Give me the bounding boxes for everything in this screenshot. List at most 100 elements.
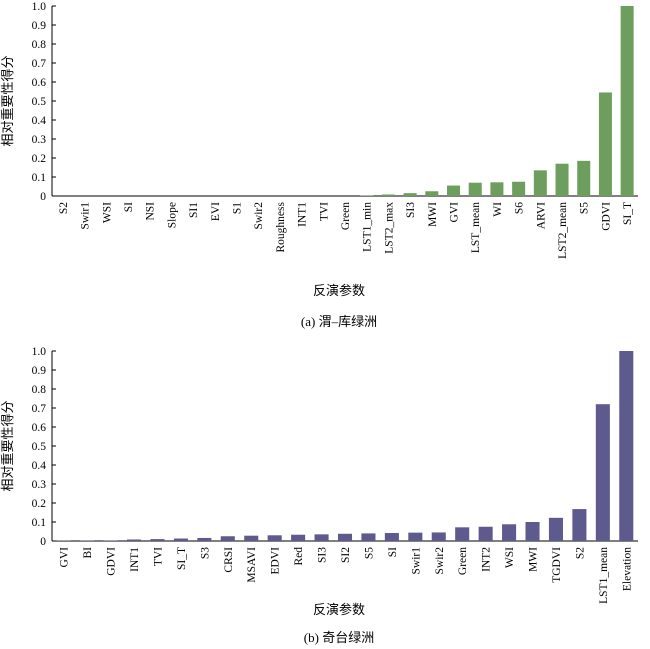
bar <box>337 533 353 541</box>
x-tick-label: SI_T <box>622 202 634 225</box>
x-tick-label: S5 <box>579 202 591 214</box>
x-tick-label: S5 <box>363 547 375 559</box>
bar <box>620 6 634 196</box>
bar <box>381 194 395 196</box>
y-tick-label: 0.7 <box>32 403 47 415</box>
x-tick-label: WI <box>492 202 504 217</box>
bar <box>455 527 470 541</box>
chart-b-qitai-oasis: 0 0.1 0.2 0.3 0.4 0.5 0.6 0.7 0.8 0.9 1.0 GVI BI GDVI… <box>0 346 638 645</box>
x-tick-label: Green <box>340 202 352 230</box>
x-tick-label: Swir1 <box>410 547 422 575</box>
x-tick-label: S1 <box>231 202 243 214</box>
chart-caption: (a) 渭–库绿洲 <box>301 314 377 329</box>
x-tick-label: GVI <box>59 547 71 568</box>
y-tick-label: 1.0 <box>32 346 47 358</box>
y-tick-label: 0.2 <box>32 153 47 165</box>
bar <box>595 404 610 541</box>
x-tick-label: INT1 <box>129 547 141 572</box>
y-tick-label: 0.3 <box>32 479 47 491</box>
x-tick-label: SI1 <box>188 202 200 218</box>
chart-caption: (b) 奇台绿洲 <box>304 630 374 645</box>
x-tick-label: LST2_max <box>383 202 395 254</box>
x-tick-label: Elevation <box>621 547 633 591</box>
x-tick-label: WSI <box>101 202 113 223</box>
x-tick-label: Swir2 <box>253 202 265 230</box>
x-tick-label: EDVI <box>270 547 282 575</box>
x-tick-label: BI <box>82 547 94 559</box>
x-tick-label: TVI <box>152 547 164 566</box>
y-tick-label: 0.8 <box>32 39 47 51</box>
x-tick-label: Slope <box>166 202 178 228</box>
x-tick-label: S3 <box>199 547 211 559</box>
y-tick-label: 0.7 <box>32 58 47 70</box>
bar <box>408 532 423 541</box>
bar <box>533 170 547 196</box>
x-tick-label: GDVI <box>106 547 118 576</box>
bar <box>103 540 118 541</box>
y-tick-label: 0.2 <box>32 498 47 510</box>
y-axis-title: 相对重要性得分 <box>0 55 15 146</box>
x-axis-title: 反演参数 <box>313 283 365 298</box>
y-tick-label: 0.5 <box>32 441 47 453</box>
x-tick-label: GDVI <box>600 202 612 231</box>
x-tick-label: S6 <box>514 202 526 214</box>
bar <box>502 524 517 541</box>
x-tick-label: CRSI <box>223 547 235 573</box>
x-tick-label: LST2_mean <box>557 202 569 259</box>
x-tick-label: Red <box>293 547 305 566</box>
y-tick-label: 0.9 <box>32 365 47 377</box>
x-tick-label: TGDVI <box>551 547 563 583</box>
bar <box>291 534 306 541</box>
x-tick-label: S2 <box>574 547 586 559</box>
y-tick-label: 0.8 <box>32 384 47 396</box>
x-tick-label: GVI <box>449 202 461 223</box>
x-tick-label: MSAVI <box>246 547 258 583</box>
x-tick-label: S2 <box>58 202 70 214</box>
x-tick-label: SI_T <box>176 547 188 570</box>
x-tick-label: NSI <box>145 202 157 221</box>
y-tick-label: 0.5 <box>32 96 47 108</box>
bar <box>220 536 235 541</box>
x-tick-label: INT2 <box>481 547 493 572</box>
bar <box>314 534 329 541</box>
bar <box>598 92 612 196</box>
x-tick-label: MWI <box>427 202 439 227</box>
x-tick-label: Swir2 <box>434 547 446 575</box>
bar <box>572 509 587 541</box>
bar <box>478 526 493 541</box>
bar <box>267 535 282 541</box>
bar <box>490 182 504 196</box>
y-tick-label: 0.6 <box>32 422 47 434</box>
x-tick-label: SI <box>123 202 135 212</box>
chart-a-wei-ku-oasis: 0 0.1 0.2 0.3 0.4 0.5 0.6 0.7 0.8 0.9 1.0 S2 Swir1 WS… <box>0 1 638 329</box>
y-tick-label: 0.3 <box>32 134 47 146</box>
y-tick-label: 0.6 <box>32 77 47 89</box>
bar <box>403 193 417 196</box>
bar <box>197 537 212 541</box>
x-tick-label: SI3 <box>317 547 329 563</box>
x-tick-label: SI3 <box>405 202 417 218</box>
x-tick-label: LST1_mean <box>598 547 610 604</box>
x-tick-label: Green <box>457 547 469 575</box>
y-axis-title: 相对重要性得分 <box>0 400 15 491</box>
x-tick-label: TVI <box>318 202 330 221</box>
x-tick-label: SI <box>387 547 399 557</box>
x-axis-title: 反演参数 <box>313 602 365 617</box>
x-tick-label: MWI <box>528 547 540 572</box>
y-tick-label: 0.1 <box>32 172 47 184</box>
bar <box>425 191 439 196</box>
x-tick-label: Roughness <box>275 201 287 252</box>
y-tick-label: 0 <box>40 191 46 203</box>
bar <box>512 181 526 196</box>
bar <box>555 163 569 196</box>
bar <box>468 182 482 196</box>
x-tick-label: SI2 <box>340 547 352 563</box>
y-tick-label: 0.4 <box>32 115 47 127</box>
bar <box>619 351 634 541</box>
x-tick-label: Swir1 <box>80 202 92 230</box>
bar <box>447 185 461 196</box>
x-tick-label: INT1 <box>297 202 309 227</box>
y-tick-label: 0.9 <box>32 20 47 32</box>
x-tick-label: LST_mean <box>470 202 482 253</box>
bar <box>244 535 259 541</box>
